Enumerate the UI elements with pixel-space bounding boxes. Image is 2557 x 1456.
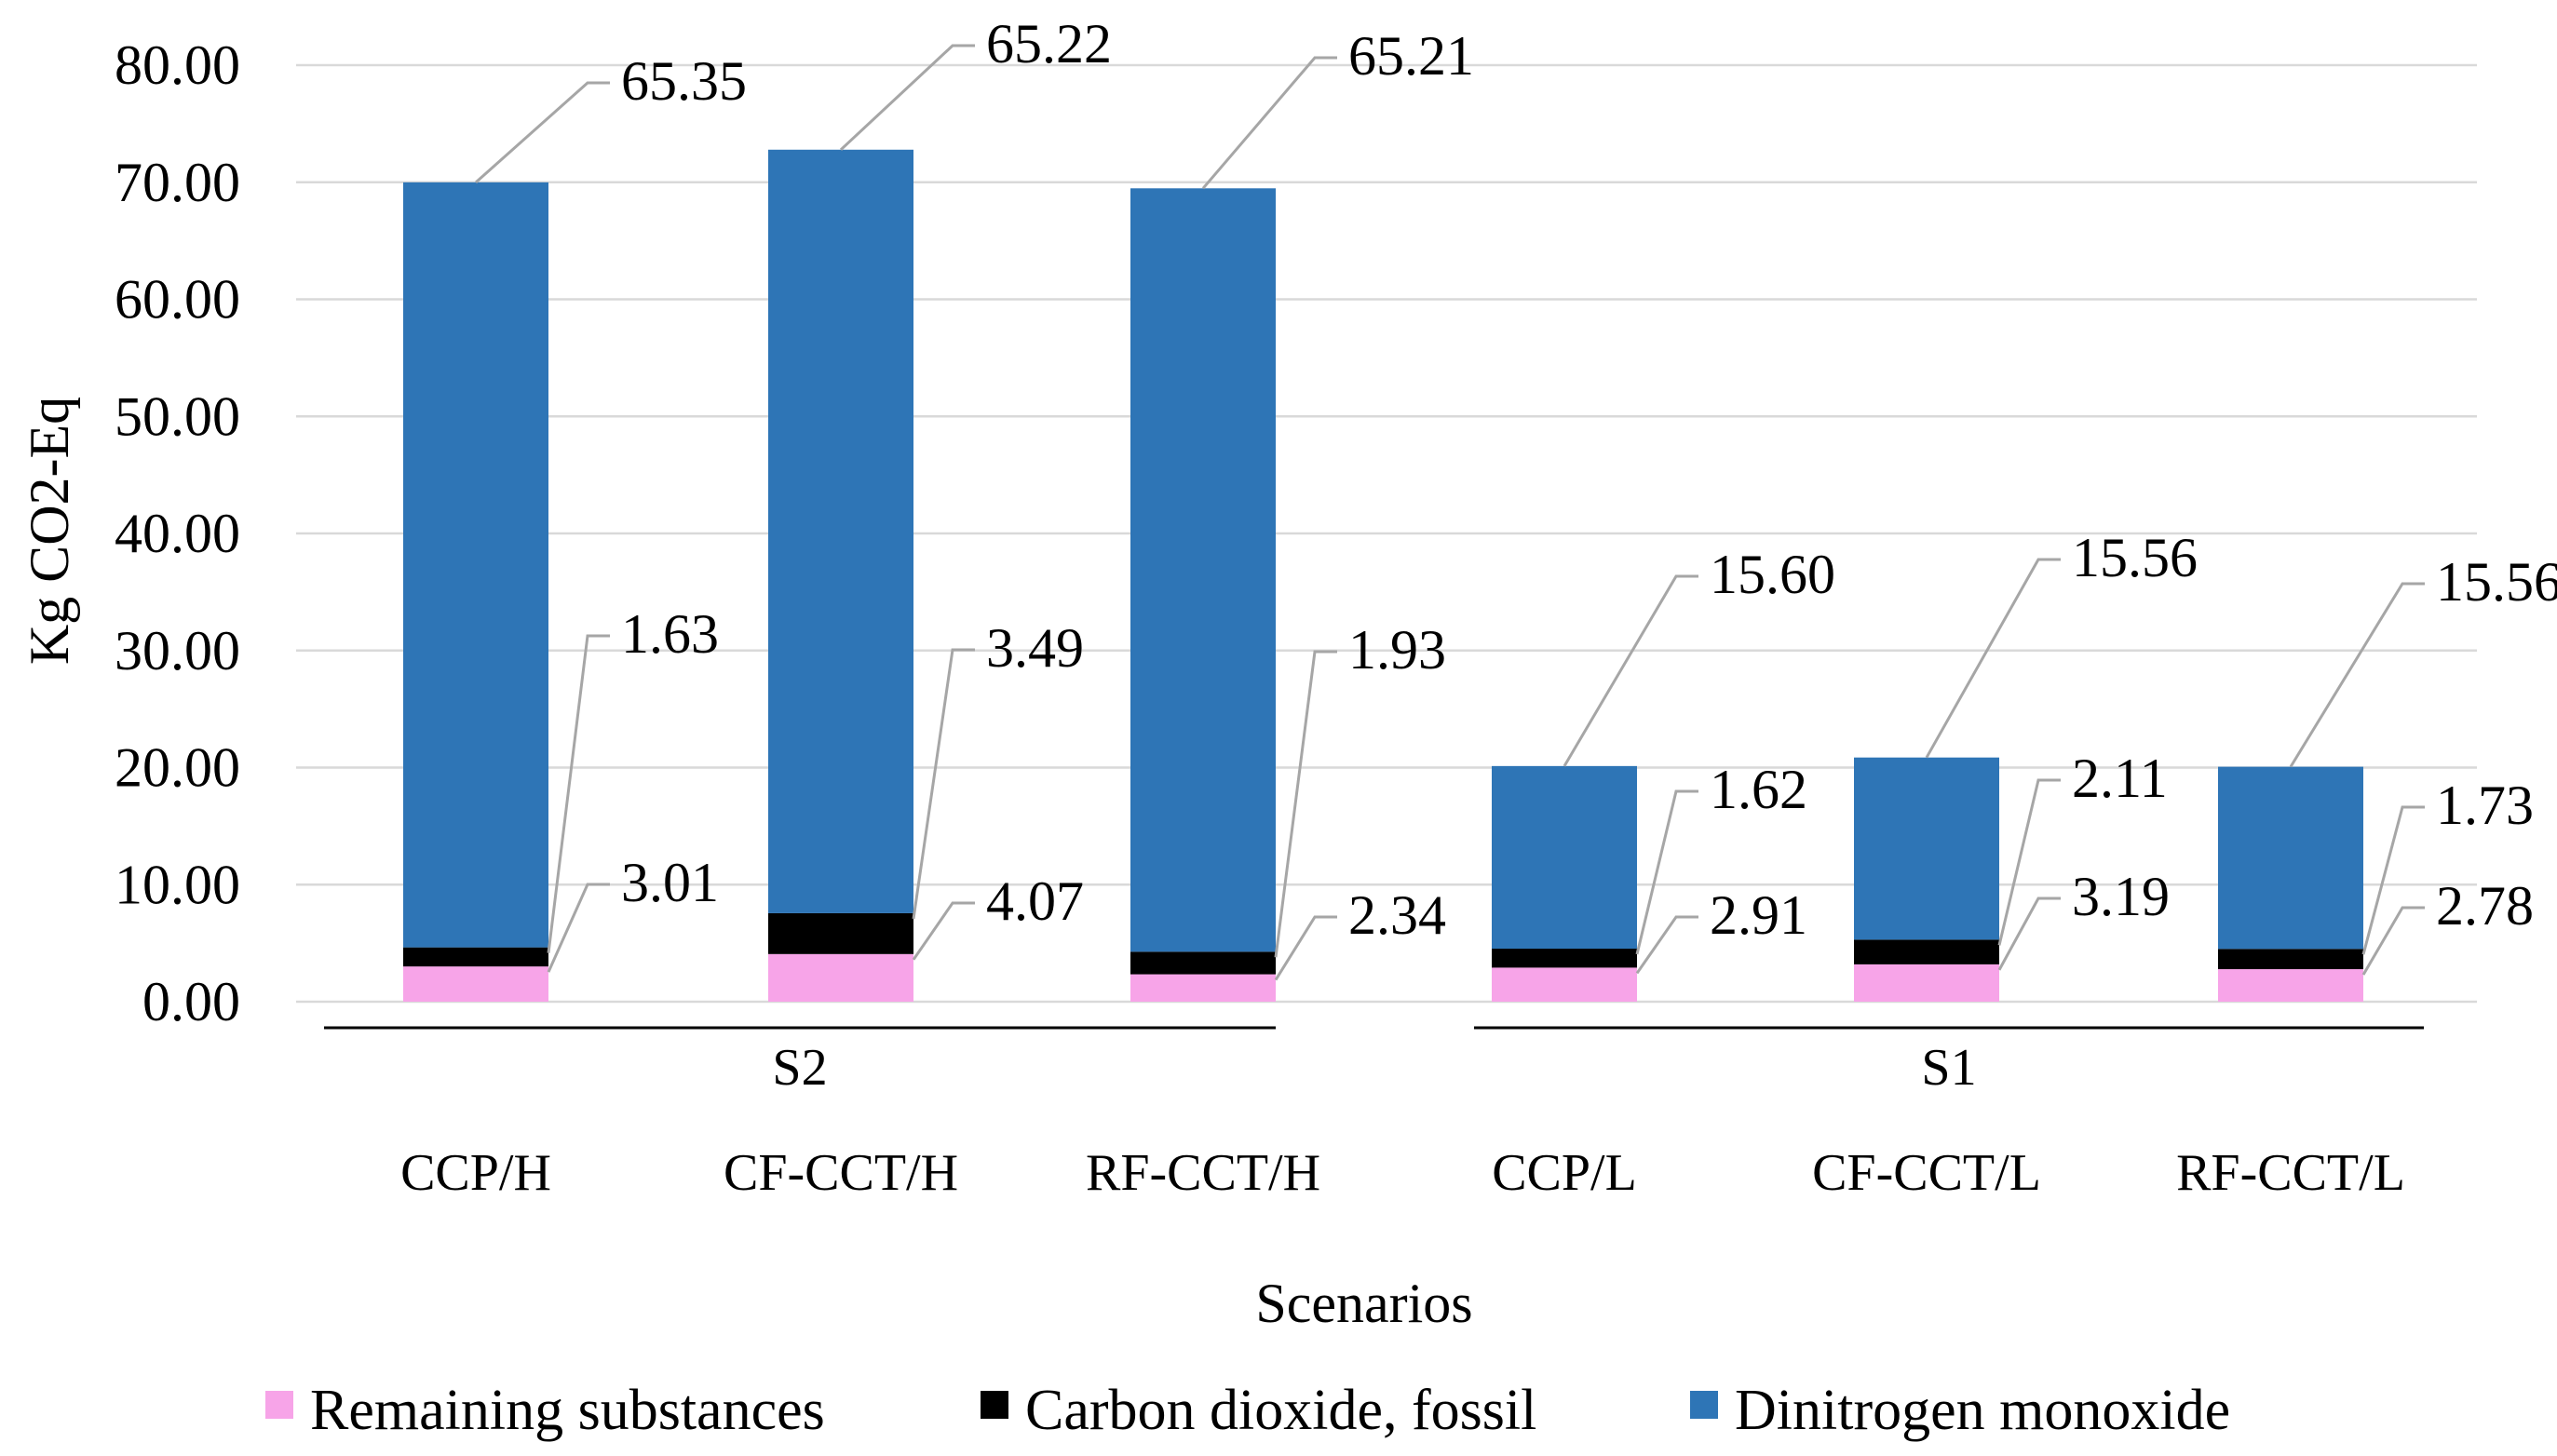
- bar-ccp-h-carbon-dioxide-fossil: [403, 947, 548, 967]
- bar-cf-cct-h-carbon-dioxide-fossil: [768, 912, 913, 954]
- leader-cf-cct-l-dinitrogen-monoxide: [1925, 558, 2061, 759]
- category-label-ccp-l: CCP/L: [1492, 1144, 1637, 1202]
- bar-cf-cct-l-remaining-substances: [1854, 964, 1999, 1002]
- leader-cf-cct-h-carbon-dioxide-fossil: [912, 648, 975, 920]
- data-label-rf-cct-l-dinitrogen-monoxide: 15.56: [2436, 551, 2557, 613]
- data-label-cf-cct-l-remaining-substances: 3.19: [2072, 866, 2170, 927]
- leader-rf-cct-l-remaining-substances: [2361, 906, 2425, 976]
- data-label-rf-cct-h-carbon-dioxide-fossil: 1.93: [1348, 619, 1446, 681]
- data-label-cf-cct-h-dinitrogen-monoxide: 65.22: [986, 13, 1112, 74]
- legend: Remaining substances Carbon dioxide, fos…: [265, 1379, 2230, 1442]
- category-label-rf-cct-h: RF-CCT/H: [1086, 1144, 1320, 1202]
- y-axis-title: Kg CO2-Eq: [19, 397, 80, 665]
- data-label-cf-cct-h-remaining-substances: 4.07: [986, 870, 1084, 932]
- bar-rf-cct-h-remaining-substances: [1130, 974, 1276, 1002]
- category-label-ccp-h: CCP/H: [400, 1144, 551, 1202]
- bar-ccp-l-remaining-substances: [1492, 967, 1637, 1002]
- bar-cf-cct-h-dinitrogen-monoxide: [768, 149, 913, 913]
- y-tick-label-0: 0.00: [142, 971, 240, 1032]
- legend-label-carbon-dioxide-fossil: Carbon dioxide, fossil: [1025, 1379, 1536, 1442]
- category-label-rf-cct-l: RF-CCT/L: [2176, 1144, 2405, 1202]
- leader-ccp-l-remaining-substances: [1635, 915, 1698, 975]
- x-axis-title: Scenarios: [1255, 1273, 1472, 1334]
- data-label-ccp-l-dinitrogen-monoxide: 15.60: [1710, 544, 1835, 605]
- leader-rf-cct-l-dinitrogen-monoxide: [2289, 582, 2425, 768]
- bar-rf-cct-l-carbon-dioxide-fossil: [2218, 949, 2363, 970]
- gridlines: [296, 63, 2477, 1004]
- leader-cf-cct-l-remaining-substances: [1997, 897, 2061, 971]
- data-label-rf-cct-h-dinitrogen-monoxide: 65.21: [1348, 25, 1474, 87]
- bar-ccp-l-carbon-dioxide-fossil: [1492, 949, 1637, 968]
- bar-cf-cct-l-dinitrogen-monoxide: [1854, 757, 1999, 940]
- bar-rf-cct-l-dinitrogen-monoxide: [2218, 766, 2363, 950]
- bar-cf-cct-l-carbon-dioxide-fossil: [1854, 939, 1999, 964]
- data-label-leaders: [475, 44, 2425, 981]
- category-label-cf-cct-l: CF-CCT/L: [1812, 1144, 2041, 1202]
- bar-rf-cct-h-carbon-dioxide-fossil: [1130, 951, 1276, 975]
- bar-cf-cct-h-remaining-substances: [768, 953, 913, 1002]
- data-labels: 3.01 1.63 65.35 4.07 3.49 65.22 2.34 1.93 65.21 2…: [621, 13, 2557, 946]
- legend-label-dinitrogen-monoxide: Dinitrogen monoxide: [1735, 1379, 2230, 1442]
- data-label-rf-cct-h-remaining-substances: 2.34: [1348, 884, 1446, 946]
- leader-cf-cct-h-dinitrogen-monoxide: [839, 44, 975, 151]
- group-label-s2: S2: [772, 1039, 827, 1097]
- legend-swatch-dinitrogen-monoxide: [1690, 1391, 1718, 1419]
- category-label-cf-cct-h: CF-CCT/H: [724, 1144, 958, 1202]
- data-label-rf-cct-l-carbon-dioxide-fossil: 1.73: [2436, 775, 2534, 836]
- leader-ccp-h-carbon-dioxide-fossil: [547, 634, 610, 953]
- bar-ccp-l-dinitrogen-monoxide: [1492, 765, 1637, 950]
- data-label-cf-cct-l-carbon-dioxide-fossil: 2.11: [2072, 748, 2168, 809]
- y-tick-label-5: 50.00: [115, 385, 240, 447]
- y-tick-label-2: 20.00: [115, 737, 240, 799]
- data-label-ccp-h-remaining-substances: 3.01: [621, 852, 719, 913]
- leader-ccp-h-remaining-substances: [547, 883, 610, 973]
- leader-ccp-h-dinitrogen-monoxide: [475, 81, 610, 183]
- data-label-cf-cct-l-dinitrogen-monoxide: 15.56: [2072, 527, 2198, 588]
- data-label-ccp-l-remaining-substances: 2.91: [1710, 884, 1807, 946]
- leader-ccp-l-carbon-dioxide-fossil: [1635, 789, 1698, 955]
- data-label-ccp-h-dinitrogen-monoxide: 65.35: [621, 50, 747, 112]
- leader-rf-cct-h-carbon-dioxide-fossil: [1274, 650, 1337, 958]
- leader-cf-cct-h-remaining-substances: [912, 901, 975, 961]
- bar-ccp-h-dinitrogen-monoxide: [403, 182, 548, 948]
- leader-cf-cct-l-carbon-dioxide-fossil: [1997, 778, 2061, 946]
- y-tick-label-7: 70.00: [115, 152, 240, 213]
- bar-rf-cct-h-dinitrogen-monoxide: [1130, 188, 1276, 952]
- bar-ccp-h-remaining-substances: [403, 966, 548, 1002]
- x-axis: S2 S1 CCP/H CF-CCT/H RF-CCT/H CCP/L CF-CCT/L RF…: [324, 1026, 2424, 1202]
- legend-label-remaining-substances: Remaining substances: [310, 1379, 825, 1442]
- data-label-rf-cct-l-remaining-substances: 2.78: [2436, 875, 2534, 937]
- legend-swatch-carbon-dioxide-fossil: [981, 1391, 1008, 1419]
- y-tick-label-8: 80.00: [115, 34, 240, 96]
- group-label-s1: S1: [1921, 1039, 1976, 1097]
- y-tick-label-1: 10.00: [115, 854, 240, 915]
- y-tick-label-6: 60.00: [115, 269, 240, 330]
- y-tick-label-4: 40.00: [115, 503, 240, 564]
- bars: [403, 149, 2363, 1002]
- data-label-ccp-h-carbon-dioxide-fossil: 1.63: [621, 603, 719, 665]
- data-label-cf-cct-h-carbon-dioxide-fossil: 3.49: [986, 617, 1084, 679]
- leader-rf-cct-h-dinitrogen-monoxide: [1201, 56, 1337, 190]
- legend-swatch-remaining-substances: [265, 1391, 293, 1419]
- leader-rf-cct-l-carbon-dioxide-fossil: [2361, 805, 2425, 955]
- leader-ccp-l-dinitrogen-monoxide: [1563, 574, 1698, 767]
- data-label-ccp-l-carbon-dioxide-fossil: 1.62: [1710, 759, 1807, 820]
- bar-rf-cct-l-remaining-substances: [2218, 969, 2363, 1002]
- leader-rf-cct-h-remaining-substances: [1274, 915, 1337, 981]
- y-axis-ticks: 0.00 10.00 20.00 30.00 40.00 50.00 60.00 70.00 8…: [115, 34, 240, 1032]
- y-tick-label-3: 30.00: [115, 620, 240, 681]
